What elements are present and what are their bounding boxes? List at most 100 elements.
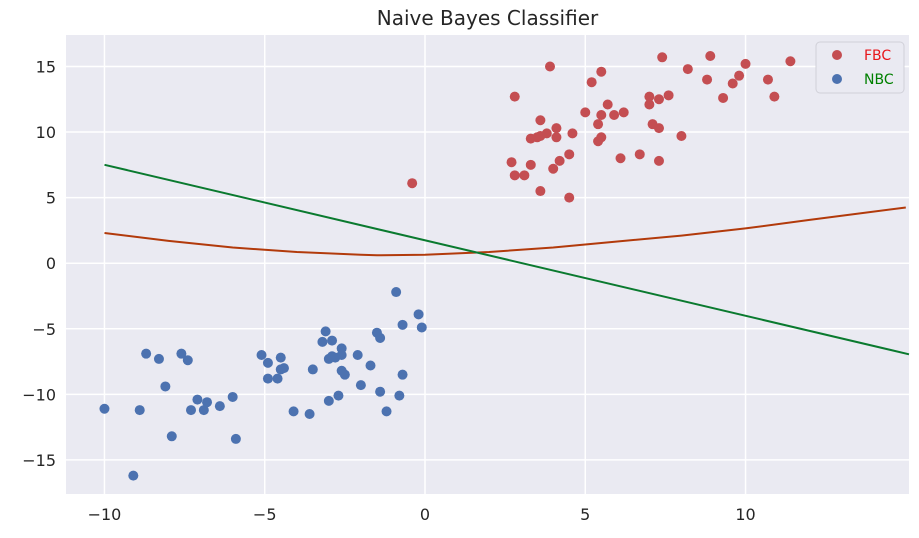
point-fbc [580, 107, 591, 118]
point-fbc [596, 66, 607, 77]
point-nbc [134, 405, 145, 416]
point-nbc [375, 332, 386, 343]
point-fbc [663, 90, 674, 101]
point-fbc [769, 91, 780, 102]
point-nbc [256, 349, 267, 360]
legend-label-nbc: NBC [864, 72, 894, 88]
point-fbc [644, 99, 655, 110]
boundary-line-1 [104, 206, 906, 257]
point-nbc [397, 319, 408, 330]
legend-marker-nbc [832, 74, 842, 84]
point-nbc [304, 409, 315, 420]
point-layer [99, 50, 796, 481]
point-nbc [336, 349, 347, 360]
point-fbc [734, 70, 745, 81]
legend-label-fbc: FBC [864, 48, 891, 64]
point-nbc [128, 470, 139, 481]
point-fbc [653, 94, 664, 105]
x-tick-label: −10 [88, 505, 122, 524]
point-fbc [519, 170, 530, 181]
point-fbc [506, 157, 517, 168]
point-nbc [413, 309, 424, 320]
point-fbc [593, 119, 604, 130]
point-nbc [272, 373, 283, 384]
point-fbc [564, 149, 575, 160]
point-nbc [262, 373, 273, 384]
point-fbc [634, 149, 645, 160]
point-nbc [317, 336, 328, 347]
point-nbc [99, 403, 110, 414]
point-fbc [702, 74, 713, 85]
point-fbc [762, 74, 773, 85]
point-nbc [320, 326, 331, 337]
point-nbc [262, 357, 273, 368]
point-fbc [682, 64, 693, 75]
point-fbc [541, 128, 552, 139]
point-nbc [352, 349, 363, 360]
point-nbc [288, 406, 299, 417]
point-nbc [391, 287, 402, 298]
point-nbc [182, 355, 193, 366]
point-fbc [609, 109, 620, 120]
point-fbc [564, 192, 575, 203]
point-nbc [333, 390, 344, 401]
point-nbc [323, 395, 334, 406]
point-fbc [567, 128, 578, 139]
point-nbc [355, 380, 366, 391]
point-fbc [525, 159, 536, 170]
point-fbc [644, 91, 655, 102]
y-tick-label: −10 [22, 385, 56, 404]
point-nbc [198, 405, 209, 416]
grid-layer [66, 35, 909, 494]
point-fbc [676, 130, 687, 141]
chart-title: Naive Bayes Classifier [377, 6, 599, 30]
point-nbc [327, 335, 338, 346]
legend-marker-fbc [832, 50, 842, 60]
y-tick-label: −5 [32, 320, 56, 339]
point-nbc [227, 391, 238, 402]
point-nbc [381, 406, 392, 417]
point-nbc [275, 352, 286, 363]
point-nbc [214, 401, 225, 412]
point-fbc [785, 56, 796, 67]
point-fbc [718, 92, 729, 103]
point-nbc [397, 369, 408, 380]
point-fbc [554, 155, 565, 166]
point-fbc [602, 99, 613, 110]
point-nbc [339, 369, 350, 380]
point-nbc [153, 353, 164, 364]
y-tick-label: 10 [36, 123, 56, 142]
point-nbc [375, 386, 386, 397]
x-tick-label: 10 [735, 505, 755, 524]
point-fbc [740, 58, 751, 69]
point-fbc [705, 50, 716, 61]
tick-layer: −10 −5 0 5 10 −15 −10 −5 0 5 10 15 [22, 57, 755, 524]
point-fbc [545, 61, 556, 72]
y-tick-label: 15 [36, 57, 56, 76]
y-tick-label: 5 [46, 189, 56, 208]
point-fbc [551, 123, 562, 134]
point-nbc [307, 364, 318, 375]
point-nbc [186, 405, 197, 416]
line-layer [104, 163, 910, 356]
x-tick-label: −5 [253, 505, 277, 524]
point-fbc [596, 109, 607, 120]
point-nbc [192, 394, 203, 405]
point-fbc [535, 115, 546, 126]
point-fbc [653, 123, 664, 134]
y-tick-label: 0 [46, 254, 56, 273]
point-nbc [394, 390, 405, 401]
y-tick-label: −15 [22, 451, 56, 470]
point-fbc [727, 78, 738, 89]
x-tick-label: 0 [420, 505, 430, 524]
boundary-line-2 [104, 163, 910, 356]
point-nbc [365, 360, 376, 371]
point-nbc [176, 348, 187, 359]
point-fbc [407, 178, 418, 189]
point-fbc [509, 91, 520, 102]
point-nbc [230, 433, 241, 444]
point-fbc [615, 153, 626, 164]
point-nbc [278, 363, 289, 374]
point-fbc [618, 107, 629, 118]
